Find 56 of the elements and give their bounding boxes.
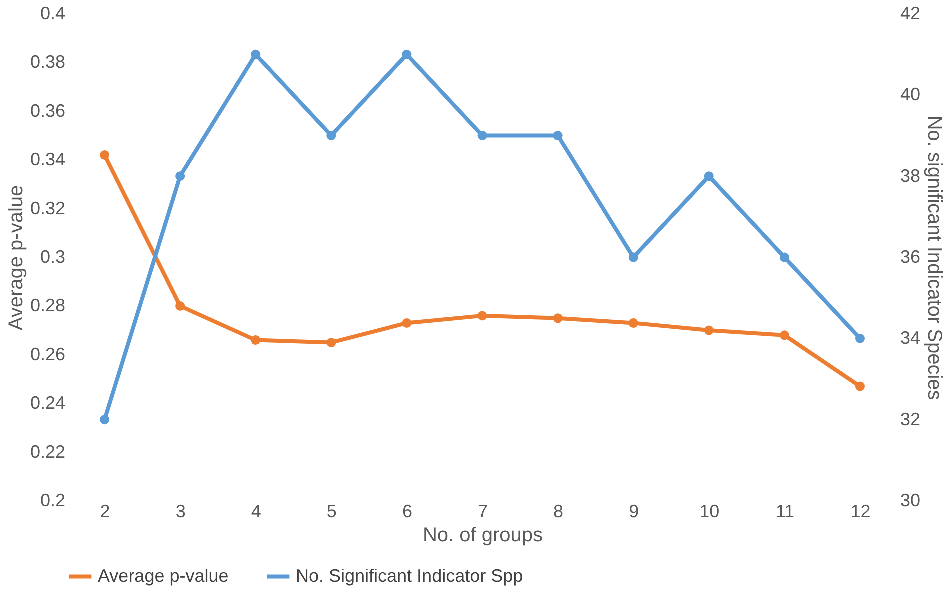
point [855, 382, 865, 392]
y2-tick-label: 36 [900, 247, 921, 267]
y-tick-label: 0.34 [30, 150, 66, 170]
x-tick-label: 5 [326, 502, 337, 522]
y2-tick-label: 40 [900, 84, 921, 105]
x-tick-label: 10 [700, 502, 720, 522]
y2-tick-label: 30 [900, 490, 921, 510]
point [478, 131, 488, 140]
y-tick-label: 0.36 [30, 100, 66, 121]
y-tick-label: 0.22 [30, 442, 66, 462]
point [628, 318, 638, 328]
x-tick-label: 7 [478, 502, 488, 522]
y2-tick-label: 38 [900, 166, 921, 186]
point [478, 311, 488, 321]
point [402, 50, 412, 60]
y2-tick-label: 34 [900, 328, 921, 348]
x-tick-label: 6 [402, 502, 412, 522]
legend-label: No. Significant Indicator Spp [296, 566, 524, 586]
point [326, 338, 336, 348]
point [780, 330, 790, 340]
x-tick-label: 4 [251, 502, 262, 522]
y-tick-label: 0.38 [30, 52, 66, 72]
y-tick-label: 0.26 [30, 344, 66, 364]
y2-axis-title: No. significant Indicator Species [924, 116, 946, 400]
point [704, 326, 714, 336]
point [176, 172, 186, 182]
x-tick-label: 11 [776, 502, 795, 522]
legend-label: Average p-value [98, 566, 229, 586]
point [100, 415, 110, 425]
point [326, 131, 336, 140]
point [628, 252, 638, 262]
y-tick-label: 0.24 [30, 393, 66, 414]
y-tick-label: 0.32 [30, 198, 66, 218]
point [553, 131, 563, 140]
x-axis-title: No. of groups [422, 524, 544, 546]
point [553, 314, 563, 324]
x-tick-label: 8 [554, 502, 564, 522]
point [176, 301, 186, 311]
x-tick-label: 9 [629, 502, 640, 522]
y2-tick-label: 32 [900, 409, 921, 430]
y-tick-label: 0.3 [40, 247, 66, 267]
y2-tick-label: 42 [900, 4, 921, 24]
point [100, 150, 110, 160]
point [704, 172, 714, 182]
x-tick-label: 12 [850, 502, 871, 522]
y-tick-label: 0.2 [40, 490, 66, 510]
point [251, 336, 261, 346]
x-tick-label: 3 [176, 502, 186, 522]
y-tick-label: 0.4 [40, 4, 66, 24]
y-axis-title: Average p-value [5, 185, 28, 331]
x-tick-label: 2 [100, 502, 110, 522]
point [780, 252, 790, 262]
point [402, 318, 412, 328]
y-tick-label: 0.28 [30, 296, 66, 316]
point [251, 50, 261, 60]
point [855, 334, 865, 344]
